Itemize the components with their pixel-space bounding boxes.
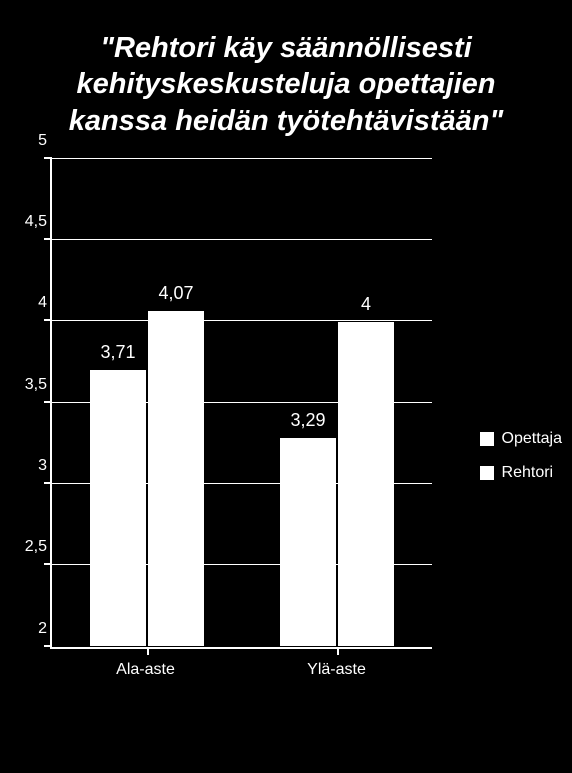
y-tick-label: 2 bbox=[7, 620, 47, 638]
legend-item: Rehtori bbox=[480, 464, 562, 482]
chart-title: "Rehtori käy säännöllisesti kehityskesku… bbox=[0, 30, 572, 159]
plot-wrapper: 3,714,073,294 22,533,544,55 bbox=[50, 159, 432, 649]
y-tick-label: 2,5 bbox=[7, 538, 47, 556]
gridline bbox=[52, 483, 432, 484]
gridline bbox=[52, 320, 432, 321]
y-tick bbox=[44, 319, 52, 321]
gridline bbox=[52, 402, 432, 403]
legend-swatch bbox=[480, 466, 494, 480]
bar-value-label: 4,07 bbox=[158, 283, 193, 304]
bar-group: 3,29 4 bbox=[242, 159, 432, 647]
x-tick-label: Ylä-aste bbox=[241, 661, 432, 679]
x-tick-label: Ala-aste bbox=[50, 661, 241, 679]
y-tick-label: 5 bbox=[7, 132, 47, 150]
y-tick-label: 4,5 bbox=[7, 213, 47, 231]
y-tick bbox=[44, 401, 52, 403]
gridline bbox=[52, 564, 432, 565]
gridline bbox=[52, 239, 432, 240]
legend-swatch bbox=[480, 432, 494, 446]
bars-region: 3,714,073,294 bbox=[52, 159, 432, 647]
legend-label: Opettaja bbox=[502, 430, 562, 448]
y-tick bbox=[44, 157, 52, 159]
legend-label: Rehtori bbox=[502, 464, 554, 482]
legend-item: Opettaja bbox=[480, 430, 562, 448]
bar-value-label: 3,29 bbox=[290, 410, 325, 431]
bar: 3,29 bbox=[279, 437, 337, 647]
legend: Opettaja Rehtori bbox=[480, 430, 562, 498]
y-tick bbox=[44, 482, 52, 484]
bar-value-label: 4 bbox=[361, 294, 371, 315]
y-tick bbox=[44, 645, 52, 647]
bar-group: 3,714,07 bbox=[52, 159, 242, 647]
y-tick bbox=[44, 238, 52, 240]
bar: 4,07 bbox=[147, 310, 205, 647]
y-tick-label: 3,5 bbox=[7, 376, 47, 394]
chart-container: "Rehtori käy säännöllisesti kehityskesku… bbox=[0, 0, 572, 773]
gridline bbox=[52, 158, 432, 159]
plot-area: 3,714,073,294 22,533,544,55 bbox=[50, 159, 432, 649]
x-axis-labels: Ala-asteYlä-aste bbox=[50, 649, 432, 679]
y-tick-label: 3 bbox=[7, 457, 47, 475]
bar: 3,71 bbox=[89, 369, 147, 647]
bar-value-label: 3,71 bbox=[100, 342, 135, 363]
y-tick bbox=[44, 563, 52, 565]
y-tick-label: 4 bbox=[7, 294, 47, 312]
